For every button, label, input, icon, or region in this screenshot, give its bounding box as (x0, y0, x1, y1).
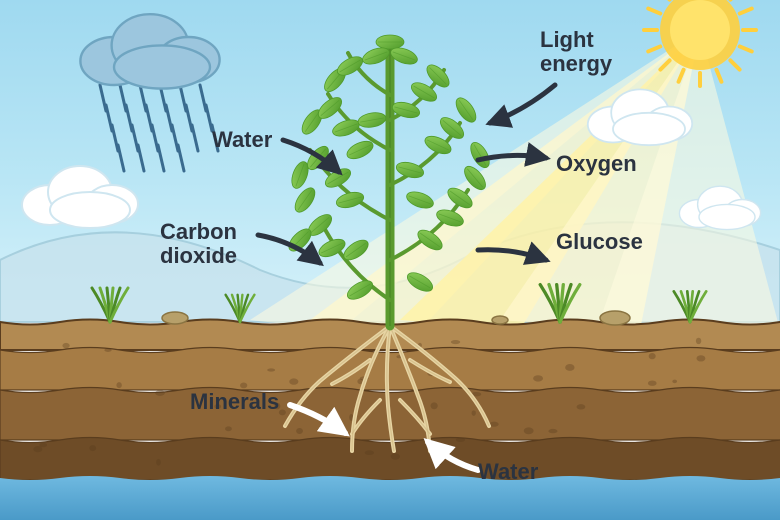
label-light_energy: Light energy (540, 28, 612, 76)
label-oxygen: Oxygen (556, 152, 637, 176)
photosynthesis-diagram: Light energy Oxygen Glucose Water Carbon dio… (0, 0, 780, 520)
label-water_ground: Water (478, 460, 538, 484)
label-water_rain: Water (212, 128, 272, 152)
label-carbon_dioxide: Carbon dioxide (160, 220, 237, 268)
label-glucose: Glucose (556, 230, 643, 254)
scene-svg (0, 0, 780, 520)
label-minerals: Minerals (190, 390, 279, 414)
